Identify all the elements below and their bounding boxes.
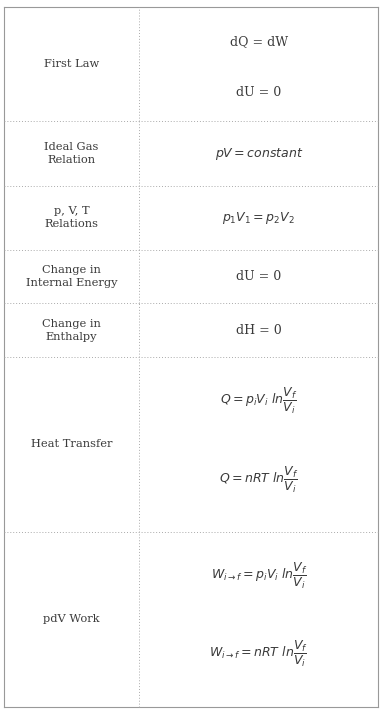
Text: dH = 0: dH = 0 — [236, 323, 282, 337]
Text: dU = 0: dU = 0 — [236, 86, 282, 99]
Text: dU = 0: dU = 0 — [236, 270, 282, 283]
Text: Heat Transfer: Heat Transfer — [31, 439, 112, 450]
Text: Change in
Internal Energy: Change in Internal Energy — [26, 265, 117, 288]
Text: $p_1V_1 = p_2V_2$: $p_1V_1 = p_2V_2$ — [222, 210, 295, 226]
Text: dQ = dW: dQ = dW — [230, 35, 288, 48]
Text: Change in
Enthalpy: Change in Enthalpy — [42, 318, 101, 342]
Text: $W_{i\rightarrow f} = p_iV_i\ ln\dfrac{V_f}{V_i}$: $W_{i\rightarrow f} = p_iV_i\ ln\dfrac{V… — [210, 560, 307, 590]
Text: $Q = p_iV_i\ ln\dfrac{V_f}{V_i}$: $Q = p_iV_i\ ln\dfrac{V_f}{V_i}$ — [220, 386, 298, 416]
Text: $pV = constant$: $pV = constant$ — [215, 146, 303, 161]
Text: pdV Work: pdV Work — [44, 614, 100, 625]
Text: $W_{i\rightarrow f} = nRT\ ln\dfrac{V_f}{V_i}$: $W_{i\rightarrow f} = nRT\ ln\dfrac{V_f}… — [209, 639, 308, 670]
Text: $Q = nRT\ ln\dfrac{V_f}{V_i}$: $Q = nRT\ ln\dfrac{V_f}{V_i}$ — [219, 464, 299, 495]
Text: Ideal Gas
Relation: Ideal Gas Relation — [44, 142, 99, 165]
Text: p, V, T
Relations: p, V, T Relations — [45, 206, 99, 229]
Text: First Law: First Law — [44, 59, 99, 69]
